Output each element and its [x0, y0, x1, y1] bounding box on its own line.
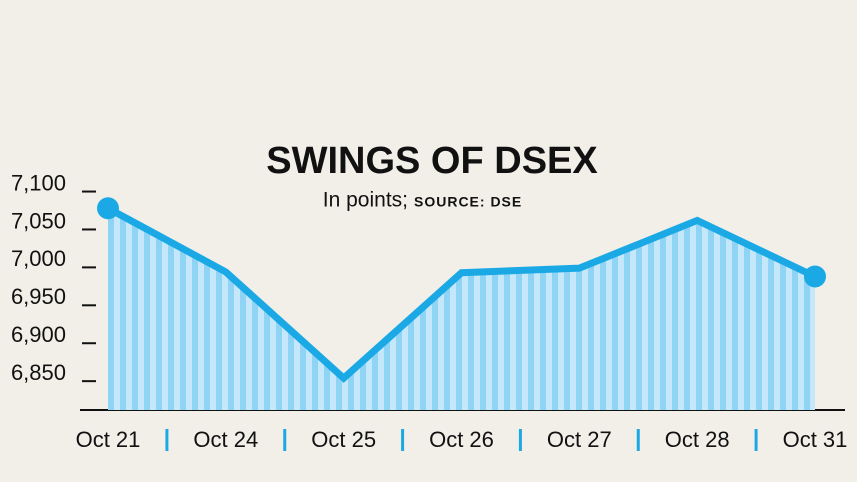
chart-title: SWINGS OF DSEX [266, 140, 598, 182]
end-marker [804, 265, 826, 288]
x-tick-label: Oct 26 [429, 427, 494, 452]
x-tick-label: Oct 21 [76, 427, 141, 452]
area [108, 208, 815, 410]
y-tick-label: 7,100 [11, 170, 66, 195]
end-marker [97, 197, 119, 220]
source: SOURCE: DSE [414, 194, 522, 210]
subtitle: In points; [323, 189, 408, 212]
x-tick-label: Oct 28 [665, 427, 730, 452]
x-tick-label: Oct 27 [547, 427, 612, 452]
x-tick-label: Oct 31 [783, 427, 848, 452]
x-tick-label: Oct 24 [193, 427, 258, 452]
line [106, 205, 817, 383]
y-tick-label: 6,950 [11, 284, 66, 309]
y-tick-label: 6,850 [11, 360, 66, 385]
y-tick-label: 6,900 [11, 322, 66, 347]
y-tick-label: 7,050 [11, 208, 66, 233]
y-tick-label: 7,000 [11, 246, 66, 271]
x-tick-label: Oct 25 [311, 427, 376, 452]
